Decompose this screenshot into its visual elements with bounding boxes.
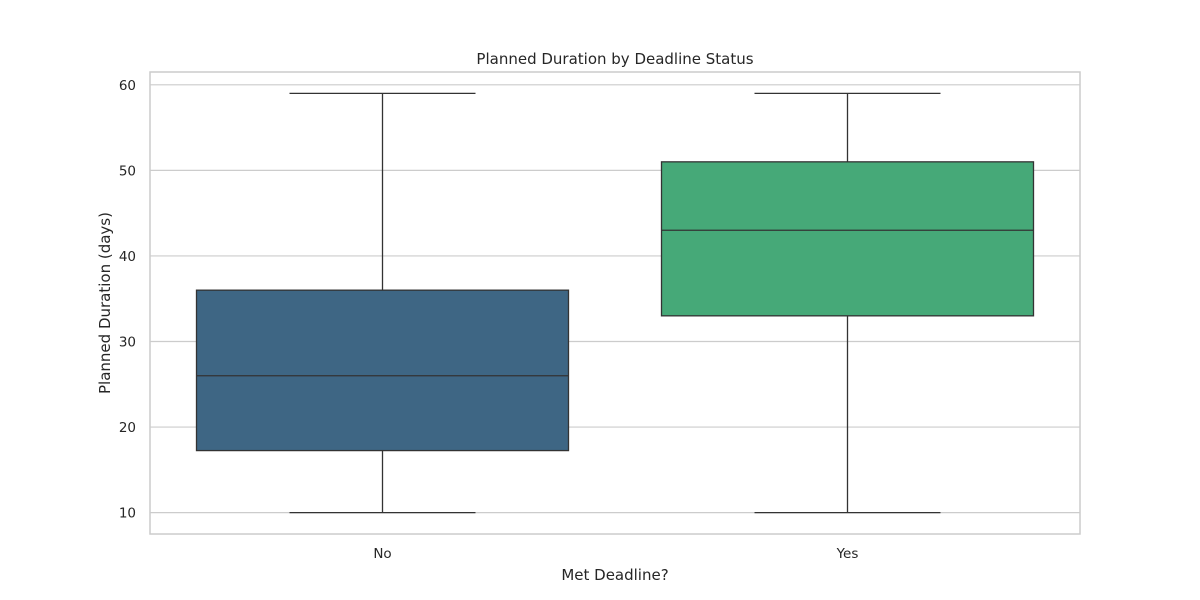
box-no [195, 92, 570, 514]
y-tick-label: 60 [119, 78, 136, 94]
plot-frame [149, 71, 1081, 535]
x-tick-labels: No Yes [373, 546, 858, 562]
y-tick-label: 50 [119, 163, 136, 179]
y-axis-label: Planned Duration (days) [96, 212, 114, 394]
y-tick-label: 10 [119, 506, 136, 522]
iqr-box [660, 161, 1035, 317]
y-tick-labels: 10 20 30 40 50 60 [119, 78, 136, 522]
iqr-box [195, 289, 570, 452]
y-tick-label: 40 [119, 249, 136, 265]
x-tick-label: Yes [836, 546, 859, 562]
x-tick-label: No [373, 546, 391, 562]
chart-title: Planned Duration by Deadline Status [476, 50, 753, 68]
x-axis-label: Met Deadline? [561, 566, 668, 584]
box-layer [195, 92, 1035, 514]
box-yes [660, 92, 1035, 514]
y-tick-label: 20 [119, 420, 136, 436]
y-tick-label: 30 [119, 335, 136, 351]
